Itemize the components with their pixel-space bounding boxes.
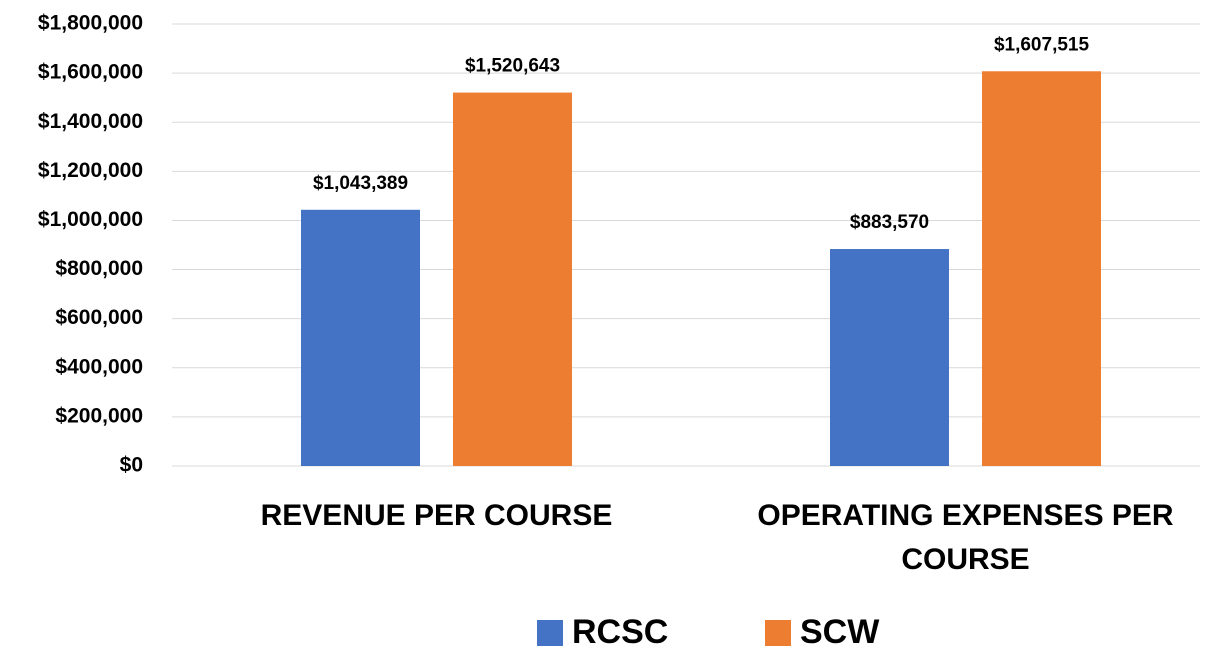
legend-label: RCSC [572, 613, 668, 649]
legend-swatch [537, 620, 563, 646]
x-tick-label: REVENUE PER COURSE [260, 499, 613, 532]
data-label: $1,607,515 [994, 34, 1090, 55]
bar [830, 249, 949, 466]
y-tick-label: $400,000 [55, 355, 143, 378]
legend-swatch [765, 620, 791, 646]
bar [982, 71, 1101, 467]
y-tick-label: $1,800,000 [38, 12, 143, 35]
data-label: $1,043,389 [313, 173, 408, 194]
y-tick-label: $1,000,000 [38, 208, 143, 231]
y-tick-label: $0 [120, 454, 143, 477]
y-tick-label: $600,000 [55, 306, 143, 329]
bar [301, 209, 420, 466]
data-label: $883,570 [850, 212, 929, 233]
y-tick-label: $1,400,000 [38, 110, 143, 133]
legend-label: SCW [800, 613, 880, 649]
y-tick-label: $800,000 [55, 257, 143, 280]
x-tick-label: OPERATING EXPENSES PER COURSE [757, 499, 1174, 576]
y-tick-label: $1,600,000 [38, 61, 143, 84]
data-label: $1,520,643 [465, 56, 560, 77]
y-tick-label: $200,000 [55, 404, 143, 427]
y-tick-label: $1,200,000 [38, 159, 143, 182]
bar [453, 92, 572, 467]
